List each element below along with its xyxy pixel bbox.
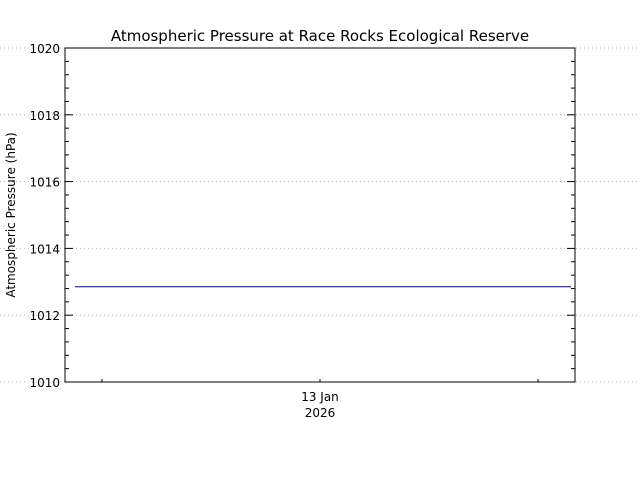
y-tick-label: 1014 [29,242,60,256]
chart-title: Atmospheric Pressure at Race Rocks Ecolo… [111,27,529,45]
y-tick-label: 1016 [29,176,60,190]
y-tick-labels: 1010 1012 1014 1016 1018 1020 [29,42,60,390]
y-tick-label: 1012 [29,309,60,323]
x-tick-labels: 13 Jan 2026 [301,390,339,420]
axis-ticks [65,47,575,383]
grid-lines [0,47,640,383]
x-tick-label-year: 2026 [305,406,336,420]
y-tick-label: 1010 [29,376,60,390]
y-axis-label: Atmospheric Pressure (hPa) [4,132,18,297]
y-tick-label: 1020 [29,42,60,56]
plot-frame [64,47,576,383]
y-tick-label: 1018 [29,109,60,123]
x-tick-label: 13 Jan [301,390,339,404]
